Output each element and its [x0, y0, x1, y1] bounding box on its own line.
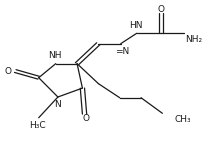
Text: HN: HN: [129, 21, 143, 30]
Text: O: O: [158, 5, 165, 14]
Text: NH₂: NH₂: [185, 35, 202, 44]
Text: O: O: [82, 114, 89, 123]
Text: =N: =N: [115, 47, 129, 56]
Text: N: N: [54, 100, 61, 109]
Text: O: O: [4, 67, 11, 76]
Text: CH₃: CH₃: [174, 116, 191, 124]
Text: NH: NH: [48, 51, 61, 60]
Text: H₃C: H₃C: [29, 121, 46, 130]
